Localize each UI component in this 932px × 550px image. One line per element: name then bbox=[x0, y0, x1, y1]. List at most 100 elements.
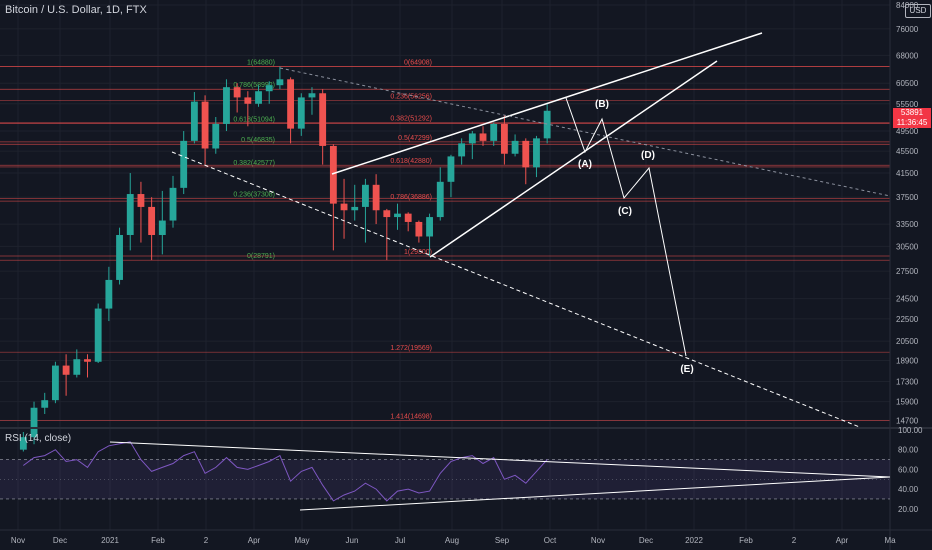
price-tick-label: 18900 bbox=[896, 356, 919, 365]
time-tick-label: Oct bbox=[544, 536, 557, 545]
wave-label: (B) bbox=[595, 99, 609, 110]
wave-label: (C) bbox=[618, 206, 632, 217]
candle-body bbox=[51, 365, 59, 401]
price-tick-label: 14700 bbox=[896, 416, 919, 425]
candle-body bbox=[394, 213, 401, 218]
candle-body bbox=[148, 206, 156, 235]
fib-level-label: 0.618(51094) bbox=[233, 116, 275, 123]
trend-drawings[interactable]: (A) (B) (C) (D) (E) bbox=[171, 32, 891, 429]
candle-body bbox=[458, 143, 466, 157]
price-tick-label: 20500 bbox=[896, 337, 919, 346]
fib-extension-label: 1.272(19569) bbox=[390, 345, 432, 352]
wave-label: (A) bbox=[578, 159, 592, 170]
candle-body bbox=[362, 184, 369, 207]
fib-extension-label: 0.618(42880) bbox=[390, 158, 432, 165]
candle-body bbox=[447, 156, 455, 182]
lower-wedge-line bbox=[429, 60, 718, 258]
fib-level-label: 0.5(46835) bbox=[241, 137, 275, 144]
candle-body bbox=[533, 138, 540, 168]
candle-body bbox=[404, 213, 412, 222]
candle-body bbox=[137, 194, 145, 207]
rsi-tick-label: 80.00 bbox=[898, 446, 919, 455]
candle-body bbox=[169, 187, 177, 221]
candle-body bbox=[500, 123, 508, 154]
rsi-tick-label: 20.00 bbox=[898, 505, 919, 514]
candle-body bbox=[276, 79, 284, 86]
candle-body bbox=[372, 184, 380, 211]
time-tick-label: Sep bbox=[495, 536, 510, 545]
price-tick-label: 27500 bbox=[896, 267, 919, 276]
candle-body bbox=[415, 221, 423, 237]
candle-body bbox=[287, 79, 295, 129]
fib-level-label: 0.382(42577) bbox=[233, 160, 275, 167]
rsi-lower-trendline bbox=[299, 476, 891, 511]
candle-body bbox=[522, 140, 530, 168]
candle-body bbox=[212, 123, 220, 149]
fib-extension-label: 0.786(36886) bbox=[390, 194, 432, 201]
candle-body bbox=[84, 359, 91, 362]
candle-body bbox=[30, 407, 38, 438]
time-tick-label: Jul bbox=[395, 536, 405, 545]
resistance-dashed-line bbox=[279, 67, 891, 197]
time-tick-label: Apr bbox=[836, 536, 849, 545]
time-tick-label: 2 bbox=[792, 536, 797, 545]
candle-body bbox=[105, 279, 113, 309]
candle-body bbox=[543, 110, 551, 139]
price-tick-label: 55500 bbox=[896, 100, 919, 109]
upper-wedge-line bbox=[331, 32, 763, 175]
time-tick-label: Ma bbox=[884, 536, 896, 545]
candle-body bbox=[383, 210, 391, 218]
fib-level-label: 0(28791) bbox=[247, 253, 275, 260]
time-tick-label: Aug bbox=[445, 536, 459, 545]
candle-body bbox=[265, 85, 273, 92]
rsi-title[interactable]: RSI (14, close) bbox=[5, 433, 72, 444]
fib-extension-label: 0.5(47299) bbox=[398, 135, 432, 142]
price-tick-label: 37500 bbox=[896, 193, 919, 202]
price-tick-label: 60500 bbox=[896, 79, 919, 88]
symbol-title[interactable]: Bitcoin / U.S. Dollar, 1D, FTX bbox=[5, 4, 147, 16]
candle-body bbox=[190, 101, 198, 141]
time-tick-label: 2021 bbox=[101, 536, 119, 545]
price-axis[interactable]: 84000 76000 68000 60500 55500 49500 45500 41500… bbox=[889, 0, 919, 550]
price-tick-label: 24500 bbox=[896, 295, 919, 304]
rsi-upper-trendline bbox=[109, 441, 891, 478]
candle-body bbox=[126, 194, 134, 235]
candle-body bbox=[73, 359, 81, 375]
wave-label: (E) bbox=[680, 364, 693, 375]
price-tick-label: 17300 bbox=[896, 378, 919, 387]
candle-body bbox=[41, 400, 49, 408]
time-tick-label: Feb bbox=[151, 536, 165, 545]
elliott-wave-path bbox=[565, 97, 687, 357]
price-tick-label: 49500 bbox=[896, 127, 919, 136]
last-price: 53891 bbox=[900, 108, 924, 117]
time-tick-label: Nov bbox=[591, 536, 605, 545]
fib-level-label: 0.236(37308) bbox=[233, 191, 275, 198]
time-tick-label: Apr bbox=[248, 536, 261, 545]
price-tick-label: 84000 bbox=[896, 1, 919, 10]
price-tick-label: 45500 bbox=[896, 147, 919, 156]
last-price-tag: 53891 11:36:45 bbox=[893, 108, 931, 128]
candle-body bbox=[244, 97, 252, 104]
candlesticks bbox=[19, 66, 551, 452]
time-axis[interactable]: Nov Dec 2021 Feb 2 Apr May Jun Jul Aug Sep Oct Nov De… bbox=[0, 529, 932, 545]
candle-body bbox=[94, 308, 102, 362]
fib-extension-label: 0.382(51292) bbox=[390, 116, 432, 123]
candle-body bbox=[233, 87, 241, 98]
time-tick-label: Nov bbox=[11, 536, 25, 545]
candle-body bbox=[319, 93, 327, 146]
price-tick-label: 41500 bbox=[896, 169, 919, 178]
price-tick-label: 68000 bbox=[896, 51, 919, 60]
candle-body bbox=[308, 93, 316, 98]
candle-body bbox=[479, 133, 487, 141]
candle-body bbox=[158, 220, 166, 235]
time-tick-label: Dec bbox=[53, 536, 67, 545]
bar-countdown: 11:36:45 bbox=[896, 118, 928, 127]
candle-body bbox=[180, 140, 188, 188]
fib-extension-label: 1(29300) bbox=[404, 249, 432, 256]
candle-body bbox=[329, 145, 337, 204]
rsi-pane[interactable]: 100.00 80.00 60.00 40.00 20.00 bbox=[0, 426, 932, 514]
currency-badge[interactable]: USD bbox=[905, 4, 931, 18]
time-tick-label: May bbox=[294, 536, 309, 545]
price-tick-label: 76000 bbox=[896, 25, 919, 34]
